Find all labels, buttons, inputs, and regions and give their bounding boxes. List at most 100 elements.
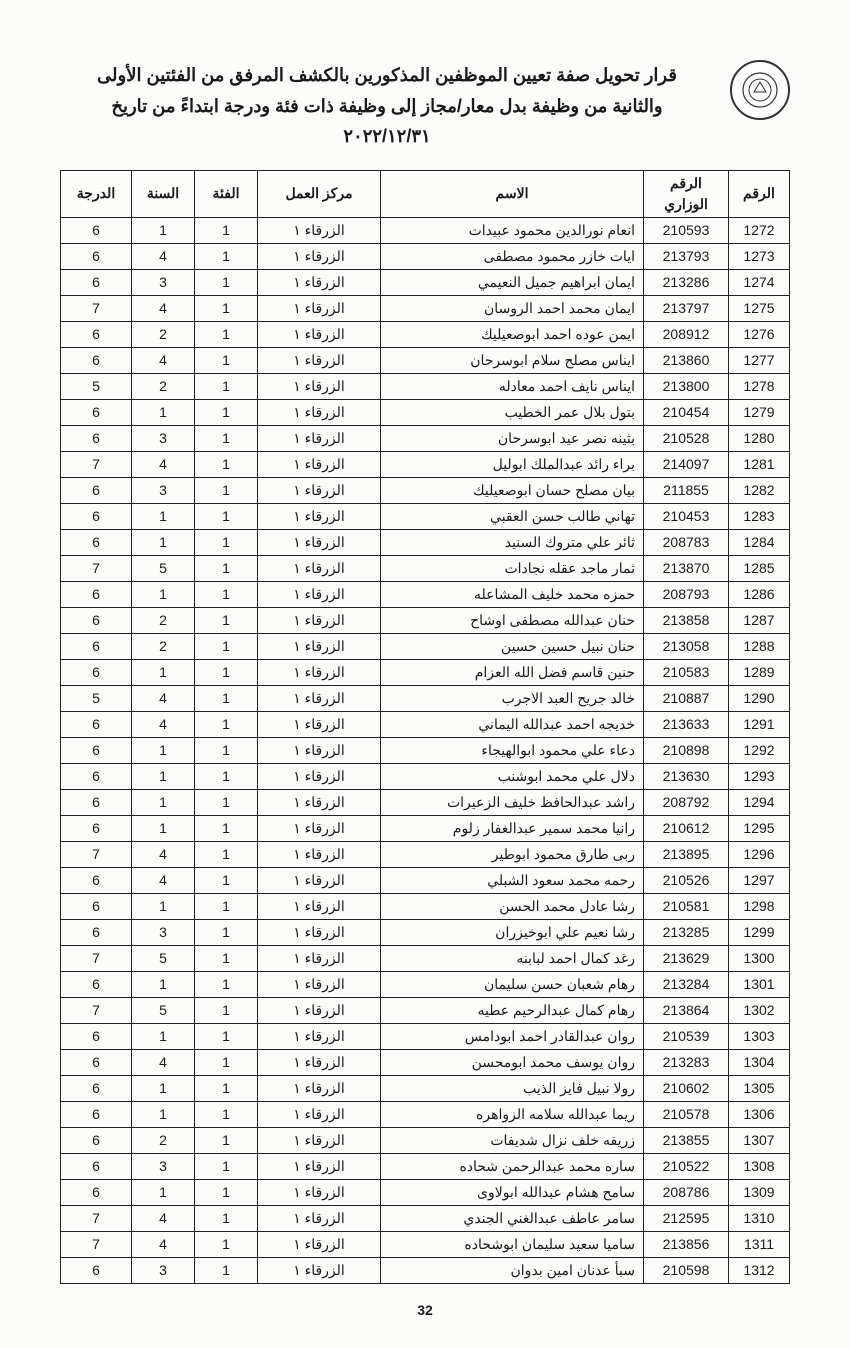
- col-workplace: مركز العمل: [258, 170, 381, 217]
- cell-year: 3: [132, 269, 195, 295]
- cell-ministerial: 208912: [644, 321, 729, 347]
- cell-grade: 7: [61, 451, 132, 477]
- cell-ministerial: 210528: [644, 425, 729, 451]
- cell-category: 1: [195, 321, 258, 347]
- cell-category: 1: [195, 763, 258, 789]
- cell-workplace: الزرقاء ١: [258, 971, 381, 997]
- cell-year: 3: [132, 919, 195, 945]
- cell-workplace: الزرقاء ١: [258, 217, 381, 243]
- title-line-1: قرار تحويل صفة تعيين الموظفين المذكورين …: [60, 60, 714, 91]
- table-row: 1290210887خالد جريح العبد الاجربالزرقاء …: [61, 685, 790, 711]
- cell-grade: 7: [61, 841, 132, 867]
- cell-grade: 5: [61, 685, 132, 711]
- cell-year: 1: [132, 581, 195, 607]
- cell-year: 4: [132, 1231, 195, 1257]
- table-row: 1277213860ايناس مصلح سلام ابوسرحانالزرقا…: [61, 347, 790, 373]
- cell-ministerial: 213793: [644, 243, 729, 269]
- cell-grade: 7: [61, 295, 132, 321]
- cell-grade: 6: [61, 581, 132, 607]
- cell-grade: 6: [61, 633, 132, 659]
- cell-name: رانيا محمد سمير عبدالغفار زلوم: [381, 815, 644, 841]
- cell-grade: 6: [61, 1153, 132, 1179]
- cell-year: 4: [132, 1049, 195, 1075]
- cell-category: 1: [195, 1153, 258, 1179]
- cell-category: 1: [195, 685, 258, 711]
- table-row: 1283210453تهاني طالب حسن العقبيالزرقاء ١…: [61, 503, 790, 529]
- cell-year: 4: [132, 685, 195, 711]
- cell-category: 1: [195, 1049, 258, 1075]
- cell-seq: 1306: [729, 1101, 790, 1127]
- cell-ministerial: 212595: [644, 1205, 729, 1231]
- table-row: 1291213633خديجه احمد عبدالله اليمانيالزر…: [61, 711, 790, 737]
- cell-ministerial: 208786: [644, 1179, 729, 1205]
- cell-ministerial: 213858: [644, 607, 729, 633]
- cell-workplace: الزرقاء ١: [258, 919, 381, 945]
- cell-workplace: الزرقاء ١: [258, 451, 381, 477]
- cell-category: 1: [195, 295, 258, 321]
- cell-grade: 6: [61, 1257, 132, 1283]
- cell-workplace: الزرقاء ١: [258, 711, 381, 737]
- cell-seq: 1302: [729, 997, 790, 1023]
- cell-name: روان عبدالقادر احمد ابودامس: [381, 1023, 644, 1049]
- cell-workplace: الزرقاء ١: [258, 1101, 381, 1127]
- table-row: 1275213797ايمان محمد احمد الروسانالزرقاء…: [61, 295, 790, 321]
- col-seq: الرقم: [729, 170, 790, 217]
- table-row: 1294208792راشد عبدالحافظ خليف الزعيراتال…: [61, 789, 790, 815]
- table-row: 1295210612رانيا محمد سمير عبدالغفار زلوم…: [61, 815, 790, 841]
- cell-grade: 6: [61, 1101, 132, 1127]
- cell-grade: 6: [61, 477, 132, 503]
- cell-ministerial: 213633: [644, 711, 729, 737]
- cell-ministerial: 213629: [644, 945, 729, 971]
- cell-workplace: الزرقاء ١: [258, 529, 381, 555]
- cell-workplace: الزرقاء ١: [258, 893, 381, 919]
- cell-category: 1: [195, 269, 258, 295]
- table-row: 1301213284رهام شعبان حسن سليمانالزرقاء ١…: [61, 971, 790, 997]
- col-year: السنة: [132, 170, 195, 217]
- cell-year: 3: [132, 477, 195, 503]
- cell-year: 4: [132, 867, 195, 893]
- cell-workplace: الزرقاء ١: [258, 269, 381, 295]
- table-row: 1292210898دعاء علي محمود ابوالهيجاءالزرق…: [61, 737, 790, 763]
- cell-seq: 1281: [729, 451, 790, 477]
- cell-name: سامح هشام عبدالله ابولاوى: [381, 1179, 644, 1205]
- cell-year: 2: [132, 373, 195, 399]
- cell-category: 1: [195, 1179, 258, 1205]
- table-row: 1279210454بتول بلال عمر الخطيبالزرقاء ١1…: [61, 399, 790, 425]
- cell-category: 1: [195, 581, 258, 607]
- cell-seq: 1312: [729, 1257, 790, 1283]
- cell-grade: 7: [61, 555, 132, 581]
- cell-year: 1: [132, 971, 195, 997]
- table-row: 1293213630دلال علي محمد ابوشنبالزرقاء ١1…: [61, 763, 790, 789]
- cell-name: دلال علي محمد ابوشنب: [381, 763, 644, 789]
- cell-year: 4: [132, 347, 195, 373]
- cell-grade: 7: [61, 1231, 132, 1257]
- cell-ministerial: 213285: [644, 919, 729, 945]
- cell-year: 2: [132, 321, 195, 347]
- cell-grade: 6: [61, 607, 132, 633]
- cell-workplace: الزرقاء ١: [258, 1257, 381, 1283]
- cell-ministerial: 213895: [644, 841, 729, 867]
- cell-name: رغد كمال احمد لبابنه: [381, 945, 644, 971]
- cell-year: 1: [132, 737, 195, 763]
- employees-table: الرقم الرقم الوزاري الاسم مركز العمل الف…: [60, 170, 790, 1284]
- cell-grade: 6: [61, 1023, 132, 1049]
- cell-seq: 1305: [729, 1075, 790, 1101]
- table-row: 1312210598سبأ عدنان امين بدوانالزرقاء ١1…: [61, 1257, 790, 1283]
- cell-category: 1: [195, 737, 258, 763]
- table-row: 1303210539روان عبدالقادر احمد ابودامسالز…: [61, 1023, 790, 1049]
- cell-workplace: الزرقاء ١: [258, 997, 381, 1023]
- page-number: 32: [60, 1302, 790, 1318]
- table-row: 1307213855زريفه خلف نزال شديفاتالزرقاء ١…: [61, 1127, 790, 1153]
- cell-year: 3: [132, 425, 195, 451]
- cell-seq: 1301: [729, 971, 790, 997]
- table-row: 1278213800ايناس نايف احمد معادلهالزرقاء …: [61, 373, 790, 399]
- cell-category: 1: [195, 1231, 258, 1257]
- cell-name: خالد جريح العبد الاجرب: [381, 685, 644, 711]
- cell-year: 5: [132, 997, 195, 1023]
- cell-seq: 1299: [729, 919, 790, 945]
- cell-workplace: الزرقاء ١: [258, 815, 381, 841]
- cell-ministerial: 210887: [644, 685, 729, 711]
- cell-ministerial: 211855: [644, 477, 729, 503]
- cell-grade: 6: [61, 399, 132, 425]
- cell-ministerial: 213797: [644, 295, 729, 321]
